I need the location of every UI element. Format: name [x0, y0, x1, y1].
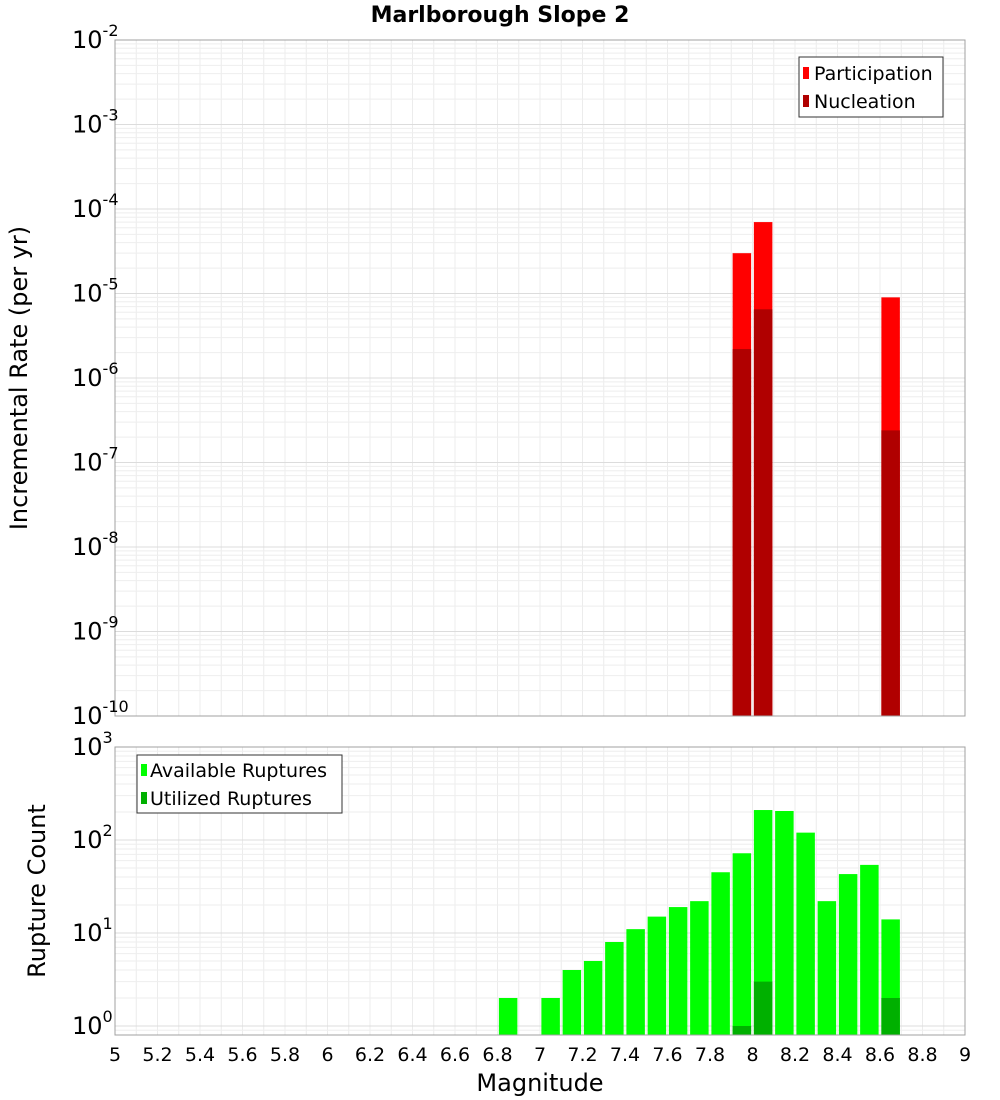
bottom-y-tick-labels: 103 102 101 100 [72, 728, 113, 1040]
bottom-legend-box [136, 754, 343, 814]
bottom-y-axis-label: Rupture Count [23, 804, 51, 978]
bottom-bar-available-ruptures [498, 997, 518, 1035]
top-y-tick-label: 10-9 [72, 613, 119, 646]
bottom-bar-available-ruptures [775, 811, 794, 1035]
top-legend-box [798, 56, 944, 118]
x-tick-label: 7.6 [652, 1044, 682, 1066]
x-tick-label: 7 [534, 1044, 546, 1066]
bottom-y-tick-label: 102 [72, 821, 113, 854]
x-tick-label: 7.2 [567, 1044, 597, 1066]
bottom-bar-available-ruptures [583, 960, 603, 1035]
top-plot-frame [114, 39, 966, 717]
bottom-bar-available-ruptures [647, 916, 667, 1035]
top-y-tick-label: 10-4 [72, 190, 119, 223]
x-tick-label: 5 [109, 1044, 121, 1066]
x-tick-label: 5.2 [142, 1044, 172, 1066]
bottom-bar-utilized-ruptures [881, 997, 900, 1035]
top-y-tick-labels: 10-2 10-3 10-4 10-5 10-6 10-7 10-8 10-9 10-10 [72, 21, 129, 730]
x-tick-label: 6.8 [482, 1044, 512, 1066]
bottom-y-tick-label: 101 [72, 914, 113, 947]
bottom-panel-bars [498, 810, 900, 1035]
x-axis-label: Magnitude [476, 1069, 603, 1097]
bottom-bar-available-ruptures [838, 874, 858, 1035]
top-legend: Participation Nucleation [798, 56, 944, 118]
top-panel-grid [114, 39, 966, 717]
bottom-bar-available-ruptures [732, 853, 752, 1035]
top-y-tick-label: 10-5 [72, 275, 119, 308]
x-tick-labels: 5 5.2 5.4 5.6 5.8 6 6.2 6.4 6.6 6.8 7 7.2 7.4 7.6 7.8 8… [109, 1044, 971, 1066]
x-tick-label: 5.8 [270, 1044, 300, 1066]
bottom-bar-available-ruptures [562, 969, 582, 1035]
top-y-tick-label: 10-10 [72, 697, 129, 730]
bottom-bar-available-ruptures [541, 997, 560, 1035]
x-tick-label: 5.4 [185, 1044, 215, 1066]
legend-label-available-ruptures: Available Ruptures [150, 760, 327, 782]
bottom-bar-available-ruptures [753, 810, 773, 1035]
bottom-bar-available-ruptures [711, 872, 730, 1035]
top-bar-nucleation [881, 430, 900, 716]
legend-swatch-participation [803, 67, 809, 79]
legend-label-nucleation: Nucleation [814, 91, 916, 113]
x-tick-label: 6.6 [440, 1044, 470, 1066]
x-tick-label: 8.4 [822, 1044, 852, 1066]
bottom-plot-frame [114, 746, 966, 1036]
bottom-bar-utilized-ruptures [732, 1025, 752, 1035]
legend-label-utilized-ruptures: Utilized Ruptures [150, 788, 312, 810]
bottom-bar-available-ruptures [626, 929, 645, 1035]
bottom-bar-available-ruptures [605, 942, 624, 1035]
legend-swatch-nucleation [803, 95, 809, 107]
top-y-axis-label: Incremental Rate (per yr) [5, 226, 33, 530]
legend-label-participation: Participation [814, 63, 933, 85]
bottom-bar-available-ruptures [690, 901, 709, 1035]
x-tick-label: 7.4 [610, 1044, 640, 1066]
bottom-bar-available-ruptures [796, 832, 815, 1035]
top-y-tick-label: 10-8 [72, 528, 119, 561]
bottom-bar-available-ruptures [860, 864, 879, 1035]
top-y-tick-label: 10-7 [72, 444, 119, 477]
x-tick-label: 8.8 [907, 1044, 937, 1066]
x-tick-label: 9 [959, 1044, 971, 1066]
top-bar-nucleation [753, 309, 773, 716]
top-panel-bars [732, 222, 900, 716]
top-y-tick-label: 10-6 [72, 359, 119, 392]
bottom-bar-available-ruptures [668, 907, 688, 1035]
top-bar-nucleation [732, 349, 752, 716]
bottom-y-tick-label: 100 [72, 1007, 113, 1040]
bottom-bar-available-ruptures [817, 901, 837, 1035]
top-y-tick-label: 10-2 [72, 21, 119, 54]
legend-swatch-available-ruptures [141, 764, 147, 776]
x-tick-label: 7.8 [695, 1044, 725, 1066]
x-tick-label: 8.2 [780, 1044, 810, 1066]
x-tick-label: 6 [321, 1044, 333, 1066]
x-tick-label: 6.4 [397, 1044, 427, 1066]
chart-title: Marlborough Slope 2 [371, 3, 630, 28]
x-tick-label: 5.6 [227, 1044, 257, 1066]
bottom-y-tick-label: 103 [72, 728, 113, 761]
bottom-bar-utilized-ruptures [753, 981, 773, 1035]
bottom-legend: Available Ruptures Utilized Ruptures [136, 754, 343, 814]
x-tick-label: 8.6 [865, 1044, 895, 1066]
x-tick-label: 8 [746, 1044, 758, 1066]
legend-swatch-utilized-ruptures [141, 792, 147, 804]
top-y-tick-label: 10-3 [72, 106, 119, 139]
x-tick-label: 6.2 [355, 1044, 385, 1066]
